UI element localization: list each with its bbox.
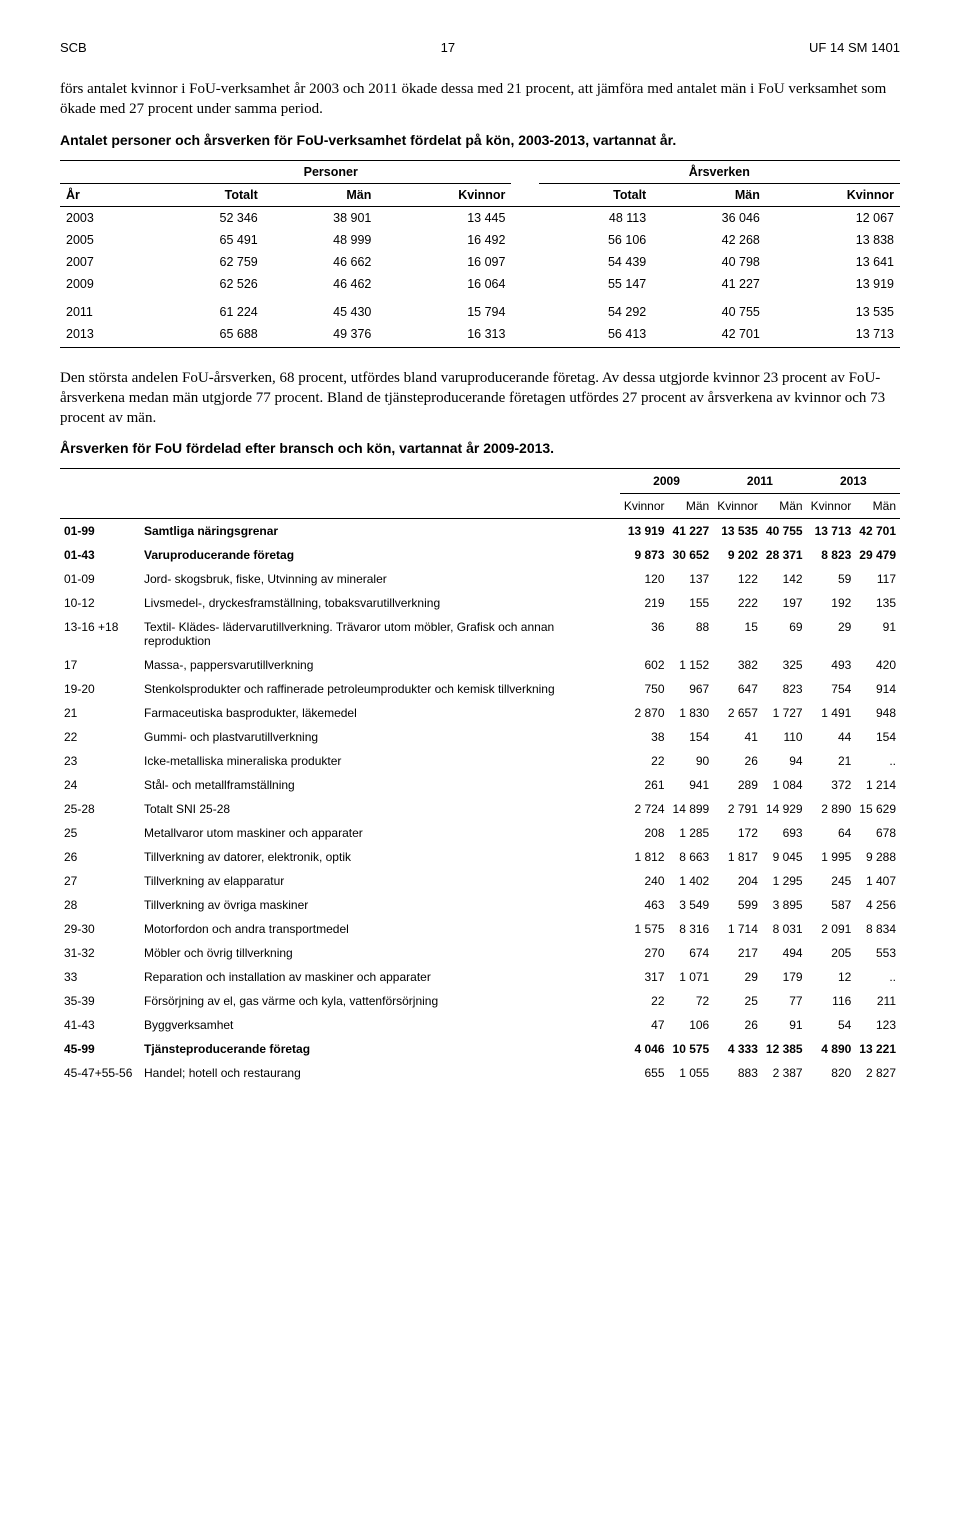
table-row: 01-09Jord- skogsbruk, fiske, Utvinning a… xyxy=(60,567,900,591)
table-row: 19-20Stenkolsprodukter och raffinerade p… xyxy=(60,677,900,701)
table1-group-arsverken: Årsverken xyxy=(539,160,900,183)
table-row: 21Farmaceutiska basprodukter, läkemedel2… xyxy=(60,701,900,725)
table1: Personer Årsverken År Totalt Män Kvinnor… xyxy=(60,160,900,348)
page-header: SCB 17 UF 14 SM 1401 xyxy=(60,40,900,55)
table-row: 10-12Livsmedel-, dryckesframställning, t… xyxy=(60,591,900,615)
table-row: 23Icke-metalliska mineraliska produkter2… xyxy=(60,749,900,773)
table-row: 201161 22445 43015 79454 29240 75513 535 xyxy=(60,295,900,323)
header-right: UF 14 SM 1401 xyxy=(809,40,900,55)
table-row: 45-99Tjänsteproducerande företag4 04610 … xyxy=(60,1037,900,1061)
table-row: 29-30Motorfordon och andra transportmede… xyxy=(60,917,900,941)
table-row: 28Tillverkning av övriga maskiner4633 54… xyxy=(60,893,900,917)
table1-col-headers: År Totalt Män Kvinnor Totalt Män Kvinnor xyxy=(60,183,900,206)
table-row: 201365 68849 37616 31356 41342 70113 713 xyxy=(60,323,900,348)
table-row: 45-47+55-56Handel; hotell och restaurang… xyxy=(60,1061,900,1085)
header-center: 17 xyxy=(441,40,455,55)
header-left: SCB xyxy=(60,40,87,55)
table2: 2009 2011 2013 Kvinnor Män Kvinnor Män K… xyxy=(60,468,900,1085)
table2-title: Årsverken för FoU fördelad efter bransch… xyxy=(60,440,900,456)
table-row: 24Stål- och metallframställning261941289… xyxy=(60,773,900,797)
table-row: 01-43Varuproducerande företag9 87330 652… xyxy=(60,543,900,567)
intro-paragraph: förs antalet kvinnor i FoU-verksamhet år… xyxy=(60,79,900,120)
table-row: 13-16 +18Textil- Klädes- lädervarutillve… xyxy=(60,615,900,653)
table-row: 200962 52646 46216 06455 14741 22713 919 xyxy=(60,273,900,295)
table1-title: Antalet personer och årsverken för FoU-v… xyxy=(60,132,900,148)
table-row: 17Massa-, pappersvarutillverkning6021 15… xyxy=(60,653,900,677)
table-row: 200565 49148 99916 49256 10642 26813 838 xyxy=(60,229,900,251)
table1-group-personer: Personer xyxy=(150,160,511,183)
table-row: 01-99Samtliga näringsgrenar13 91941 2271… xyxy=(60,519,900,544)
table-row: 41-43Byggverksamhet47106269154123 xyxy=(60,1013,900,1037)
table-row: 33Reparation och installation av maskine… xyxy=(60,965,900,989)
table-row: 26Tillverkning av datorer, elektronik, o… xyxy=(60,845,900,869)
table-row: 200762 75946 66216 09754 43940 79813 641 xyxy=(60,251,900,273)
mid-paragraph: Den största andelen FoU-årsverken, 68 pr… xyxy=(60,368,900,429)
table-row: 25Metallvaror utom maskiner och apparate… xyxy=(60,821,900,845)
table-row: 25-28Totalt SNI 25-282 72414 8992 79114 … xyxy=(60,797,900,821)
table-row: 27Tillverkning av elapparatur2401 402204… xyxy=(60,869,900,893)
table-row: 35-39Försörjning av el, gas värme och ky… xyxy=(60,989,900,1013)
table-row: 22Gummi- och plastvarutillverkning381544… xyxy=(60,725,900,749)
table-row: 200352 34638 90113 44548 11336 04612 067 xyxy=(60,206,900,229)
table-row: 31-32Möbler och övrig tillverkning270674… xyxy=(60,941,900,965)
